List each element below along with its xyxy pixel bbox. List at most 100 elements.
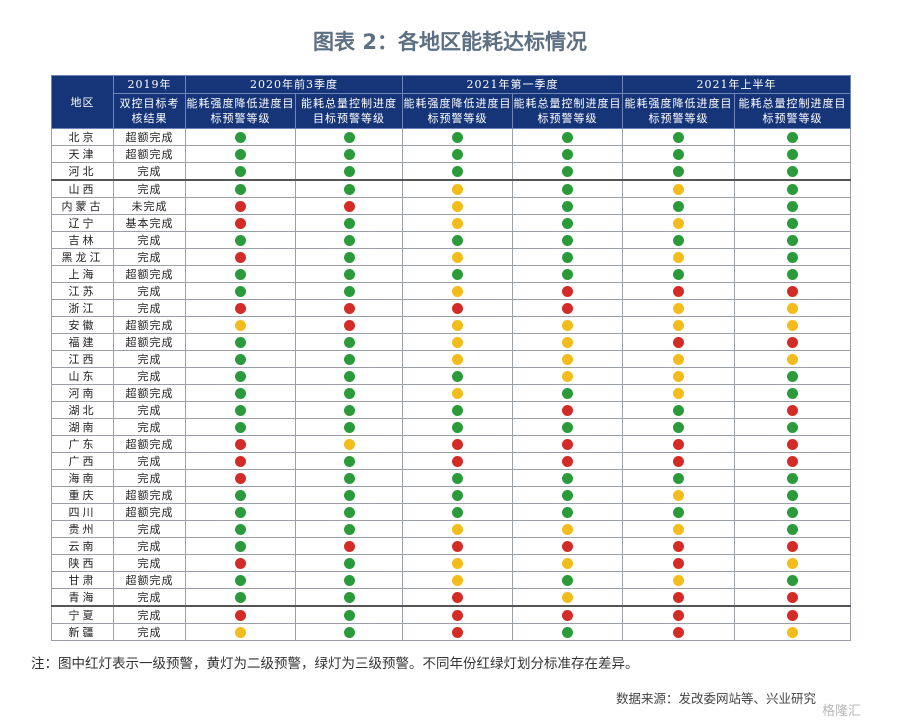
warning-cell xyxy=(185,299,296,317)
green-light-icon xyxy=(673,149,684,160)
region-cell: 青海 xyxy=(51,588,114,607)
warning-cell xyxy=(185,145,296,163)
result-2019-cell: 完成 xyxy=(113,282,186,300)
warning-cell xyxy=(512,367,623,385)
red-light-icon xyxy=(562,303,573,314)
region-cell: 重庆 xyxy=(51,486,114,504)
green-light-icon xyxy=(673,201,684,212)
red-light-icon xyxy=(787,286,798,297)
green-light-icon xyxy=(787,473,798,484)
green-light-icon xyxy=(343,184,355,195)
warning-cell xyxy=(734,435,851,453)
warning-cell xyxy=(185,486,296,504)
green-light-icon xyxy=(343,524,355,535)
warning-cell xyxy=(402,401,513,419)
red-light-icon xyxy=(562,286,573,297)
warning-cell xyxy=(512,452,623,470)
chart-title: 图表 2：各地区能耗达标情况 xyxy=(313,30,587,54)
warning-cell xyxy=(512,316,623,334)
warning-cell xyxy=(402,299,513,317)
region-cell: 广东 xyxy=(51,435,114,453)
green-light-icon xyxy=(452,473,463,484)
warning-cell xyxy=(622,486,735,504)
warning-cell xyxy=(622,248,735,266)
warning-cell xyxy=(622,214,735,232)
warning-cell xyxy=(512,128,623,146)
green-light-icon xyxy=(235,592,246,603)
green-light-icon xyxy=(787,218,798,229)
watermark: 格隆汇 xyxy=(822,704,862,719)
warning-cell xyxy=(512,605,623,624)
result-2019-cell: 基本完成 xyxy=(113,214,186,232)
red-light-icon xyxy=(343,541,355,552)
red-light-icon xyxy=(562,541,573,552)
warning-cell xyxy=(622,299,735,317)
yellow-light-icon xyxy=(562,371,573,382)
warning-cell xyxy=(512,214,623,232)
red-light-icon xyxy=(673,592,684,603)
warning-cell xyxy=(734,265,851,283)
warning-cell xyxy=(402,265,513,283)
result-2019-cell: 完成 xyxy=(113,367,186,385)
result-2019-cell: 超额完成 xyxy=(113,571,186,589)
green-light-icon xyxy=(787,252,798,263)
region-cell: 陕西 xyxy=(51,554,114,572)
warning-cell xyxy=(512,333,623,351)
green-light-icon xyxy=(235,371,246,382)
red-light-icon xyxy=(787,337,798,348)
warning-cell xyxy=(512,162,623,181)
green-light-icon xyxy=(673,235,684,246)
header-region: 地区 xyxy=(51,75,114,129)
green-light-icon xyxy=(562,132,573,143)
warning-cell xyxy=(295,452,403,470)
green-light-icon xyxy=(343,218,355,229)
red-light-icon xyxy=(452,592,463,603)
region-cell: 黑龙江 xyxy=(51,248,114,266)
warning-cell xyxy=(622,350,735,368)
green-light-icon xyxy=(787,422,798,433)
energy-warning-table: 地区 2019年 2020年前3季度 2021年第一季度 2021年上半年 双控… xyxy=(51,75,851,641)
green-light-icon xyxy=(787,166,798,177)
red-light-icon xyxy=(452,456,463,467)
warning-cell xyxy=(185,623,296,641)
header-intensity-2021q1: 能耗强度降低进度目标预警等级 xyxy=(402,93,513,129)
warning-cell xyxy=(622,231,735,249)
green-light-icon xyxy=(562,422,573,433)
warning-cell xyxy=(622,418,735,436)
region-cell: 湖北 xyxy=(51,401,114,419)
red-light-icon xyxy=(787,610,798,621)
table-row: 上海 超额完成 xyxy=(51,265,851,283)
warning-cell xyxy=(734,401,851,419)
result-2019-cell: 完成 xyxy=(113,179,186,198)
yellow-light-icon xyxy=(673,252,684,263)
green-light-icon xyxy=(562,388,573,399)
green-light-icon xyxy=(235,184,246,195)
red-light-icon xyxy=(343,201,355,212)
warning-cell xyxy=(402,282,513,300)
red-light-icon xyxy=(673,439,684,450)
warning-cell xyxy=(295,605,403,624)
warning-cell xyxy=(512,350,623,368)
warning-cell xyxy=(622,162,735,181)
warning-cell xyxy=(402,316,513,334)
yellow-light-icon xyxy=(673,320,684,331)
yellow-light-icon xyxy=(562,592,573,603)
yellow-light-icon xyxy=(452,252,463,263)
header-total-2021q1: 能耗总量控制进度目标预警等级 xyxy=(512,93,623,129)
green-light-icon xyxy=(235,354,246,365)
result-2019-cell: 超额完成 xyxy=(113,435,186,453)
yellow-light-icon xyxy=(673,575,684,586)
warning-cell xyxy=(734,316,851,334)
green-light-icon xyxy=(343,473,355,484)
yellow-light-icon xyxy=(787,303,798,314)
warning-cell xyxy=(295,162,403,181)
warning-cell xyxy=(295,486,403,504)
warning-cell xyxy=(402,554,513,572)
green-light-icon xyxy=(452,149,463,160)
region-cell: 新疆 xyxy=(51,623,114,641)
table-row: 广东 超额完成 xyxy=(51,435,851,453)
warning-cell xyxy=(295,503,403,521)
red-light-icon xyxy=(673,558,684,569)
green-light-icon xyxy=(452,507,463,518)
green-light-icon xyxy=(235,388,246,399)
